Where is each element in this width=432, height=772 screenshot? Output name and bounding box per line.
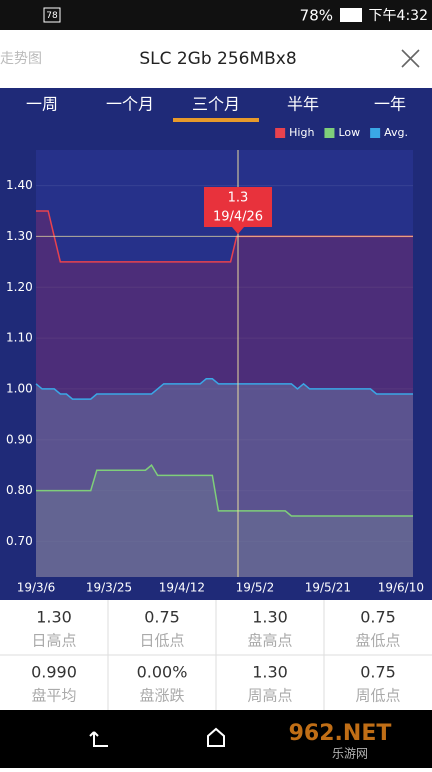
stat-label: 盘平均 bbox=[31, 687, 76, 705]
y-tick-label: 1.10 bbox=[6, 331, 33, 345]
x-tick-label: 19/4/12 bbox=[159, 581, 205, 595]
stat-value: 1.30 bbox=[252, 608, 288, 627]
y-tick-label: 1.20 bbox=[6, 280, 33, 294]
chart: 一周 一个月 三个月 半年 一年 1.30 日高点 0.75 日低点 1.30 盘高点 0.75 盘低点… bbox=[0, 95, 432, 710]
battery-text: 78% bbox=[300, 7, 333, 25]
stat-label: 盘高点 bbox=[247, 632, 292, 650]
y-tick-label: 0.70 bbox=[6, 534, 33, 548]
tab[interactable]: 三个月 bbox=[192, 95, 240, 114]
y-tick-label: 0.80 bbox=[6, 483, 33, 497]
y-tick-label: 1.40 bbox=[6, 178, 33, 192]
stat-label: 盘涨跌 bbox=[139, 687, 184, 705]
area-fill bbox=[36, 211, 413, 577]
battery-icon bbox=[340, 8, 362, 22]
x-tick-label: 19/5/2 bbox=[236, 581, 275, 595]
stat-value: 1.30 bbox=[36, 608, 72, 627]
tab[interactable]: 一周 bbox=[26, 95, 58, 114]
back-link[interactable]: 走势图 bbox=[0, 51, 42, 67]
stat-label: 日高点 bbox=[31, 632, 76, 650]
y-tick-label: 0.90 bbox=[6, 432, 33, 446]
tooltip-box bbox=[204, 187, 272, 227]
series-line bbox=[35, 378, 413, 400]
stat-value: 0.990 bbox=[31, 663, 77, 682]
stat-value: 1.30 bbox=[252, 663, 288, 682]
status-badge: 78 bbox=[46, 11, 58, 21]
battery-box bbox=[43, 7, 61, 23]
status-bar bbox=[0, 0, 432, 30]
legend-swatch bbox=[324, 128, 335, 138]
legend-label: Low bbox=[338, 126, 360, 139]
x-tick-label: 19/6/10 bbox=[378, 581, 424, 595]
legend-swatch bbox=[275, 128, 286, 138]
y-tick-label: 1.00 bbox=[6, 381, 33, 395]
legend-label: High bbox=[289, 126, 314, 139]
stat-label: 周高点 bbox=[247, 687, 292, 705]
stat-value: 0.00% bbox=[137, 663, 188, 682]
nav-bar bbox=[0, 710, 432, 768]
nav-home[interactable] bbox=[207, 727, 225, 747]
tab[interactable]: 一个月 bbox=[106, 95, 154, 114]
stat-label: 周低点 bbox=[355, 687, 400, 705]
clock: 下午4:32 bbox=[369, 8, 428, 24]
stat-value: 0.75 bbox=[144, 608, 180, 627]
tab[interactable]: 一年 bbox=[374, 95, 406, 114]
x-tick-label: 19/5/21 bbox=[305, 581, 351, 595]
stat-label: 盘低点 bbox=[355, 632, 400, 650]
close-button[interactable] bbox=[401, 49, 420, 68]
stat-value: 0.75 bbox=[360, 608, 396, 627]
area-fill bbox=[36, 378, 413, 577]
x-tick-label: 19/3/6 bbox=[17, 581, 56, 595]
tooltip-date: 19/4/26 bbox=[213, 210, 263, 225]
tooltip-value: 1.3 bbox=[228, 191, 249, 206]
x-tick-label: 19/3/25 bbox=[86, 581, 132, 595]
watermark: 962.NET bbox=[289, 721, 392, 746]
watermark: 乐游网 bbox=[332, 747, 368, 761]
header bbox=[0, 30, 432, 88]
series-line bbox=[36, 464, 413, 517]
area-fill bbox=[36, 465, 413, 577]
page-title: SLC 2Gb 256MBx8 bbox=[139, 49, 296, 69]
tab-indicator bbox=[173, 118, 259, 122]
legend-swatch bbox=[370, 128, 381, 138]
legend-label: Avg. bbox=[384, 126, 408, 139]
y-tick-label: 1.30 bbox=[6, 229, 33, 243]
stat-label: 日低点 bbox=[139, 632, 184, 650]
tooltip-arrow bbox=[232, 227, 244, 234]
stat-value: 0.75 bbox=[360, 663, 396, 682]
tab[interactable]: 半年 bbox=[287, 95, 319, 114]
nav-back[interactable] bbox=[89, 731, 108, 747]
